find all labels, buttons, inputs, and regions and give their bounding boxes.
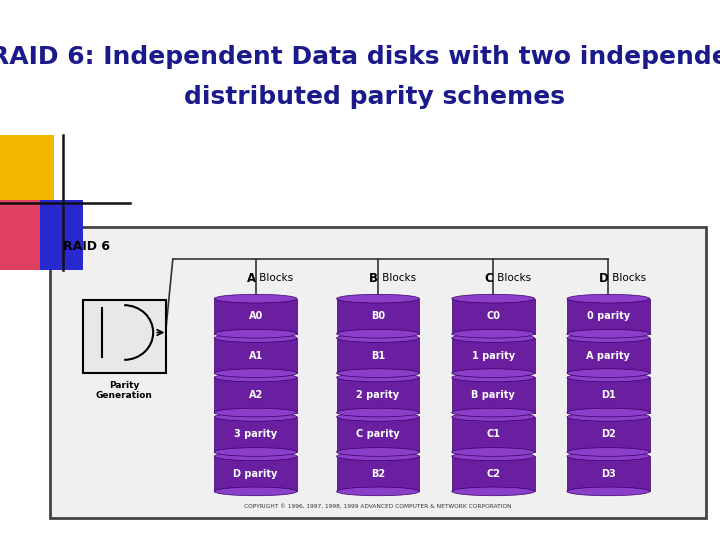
Text: RAID 6: Independent Data disks with two independent: RAID 6: Independent Data disks with two … [0,45,720,69]
Text: B parity: B parity [472,390,515,400]
Bar [215,417,297,452]
Bar [567,456,649,491]
Ellipse shape [452,369,534,377]
Bar [337,417,419,452]
Text: B2: B2 [371,469,385,479]
Text: B1: B1 [371,350,385,361]
Text: C parity: C parity [356,429,400,440]
Text: C2: C2 [486,469,500,479]
Ellipse shape [452,452,534,461]
Ellipse shape [215,369,297,377]
Bar [452,377,534,413]
Bar [50,227,706,518]
Ellipse shape [452,294,534,303]
Text: D3: D3 [601,469,616,479]
Ellipse shape [452,448,534,456]
Text: D parity: D parity [233,469,278,479]
Bar [567,338,649,373]
Ellipse shape [567,413,649,421]
Bar [452,456,534,491]
Ellipse shape [452,408,534,417]
Text: A2: A2 [248,390,263,400]
Text: 3 parity: 3 parity [234,429,277,440]
Text: D1: D1 [601,390,616,400]
Text: 2 parity: 2 parity [356,390,400,400]
Ellipse shape [337,369,419,377]
Ellipse shape [452,413,534,421]
Text: A1: A1 [248,350,263,361]
Ellipse shape [215,373,297,382]
Text: 0 parity: 0 parity [587,311,630,321]
Bar [215,377,297,413]
Ellipse shape [337,408,419,417]
Ellipse shape [337,334,419,342]
Text: Blocks: Blocks [609,273,647,283]
Bar [215,299,297,334]
Text: Blocks: Blocks [379,273,416,283]
Ellipse shape [567,294,649,303]
Ellipse shape [215,329,297,338]
Bar [40,200,83,270]
Bar [567,299,649,334]
Ellipse shape [215,452,297,461]
Ellipse shape [452,334,534,342]
Text: C: C [485,272,493,285]
Text: RAID 6: RAID 6 [63,240,110,253]
Bar [452,338,534,373]
Text: distributed parity schemes: distributed parity schemes [184,85,565,109]
Ellipse shape [452,373,534,382]
Ellipse shape [215,334,297,342]
Bar [452,417,534,452]
Text: A parity: A parity [587,350,630,361]
Ellipse shape [215,487,297,496]
Bar [215,456,297,491]
Ellipse shape [215,413,297,421]
Ellipse shape [337,373,419,382]
Bar [337,338,419,373]
Ellipse shape [337,452,419,461]
Bar [567,417,649,452]
Text: A0: A0 [248,311,263,321]
Bar [452,299,534,334]
Text: C1: C1 [486,429,500,440]
Bar [83,300,166,373]
Ellipse shape [215,448,297,456]
Bar [337,377,419,413]
Text: A: A [246,272,256,285]
Text: 1 parity: 1 parity [472,350,515,361]
Ellipse shape [337,448,419,456]
Text: C0: C0 [486,311,500,321]
Ellipse shape [567,334,649,342]
Ellipse shape [215,408,297,417]
Ellipse shape [567,373,649,382]
Ellipse shape [567,408,649,417]
Bar [337,456,419,491]
Ellipse shape [567,452,649,461]
Text: D2: D2 [601,429,616,440]
Bar [0,200,43,270]
Text: B: B [369,272,378,285]
Text: Parity
Generation: Parity Generation [96,381,153,400]
Ellipse shape [567,369,649,377]
Text: Blocks: Blocks [256,273,294,283]
Bar [567,377,649,413]
Ellipse shape [567,487,649,496]
Ellipse shape [215,294,297,303]
Ellipse shape [337,294,419,303]
Ellipse shape [337,487,419,496]
Ellipse shape [452,487,534,496]
Ellipse shape [337,329,419,338]
Ellipse shape [567,329,649,338]
Ellipse shape [452,329,534,338]
Bar [215,338,297,373]
Ellipse shape [337,413,419,421]
Bar [0,135,54,205]
Text: B0: B0 [371,311,385,321]
Ellipse shape [567,448,649,456]
Bar [337,299,419,334]
Text: D: D [598,272,608,285]
Text: Blocks: Blocks [494,273,531,283]
Text: COPYRIGHT © 1996, 1997, 1998, 1999 ADVANCED COMPUTER & NETWORK CORPORATION: COPYRIGHT © 1996, 1997, 1998, 1999 ADVAN… [244,504,512,509]
